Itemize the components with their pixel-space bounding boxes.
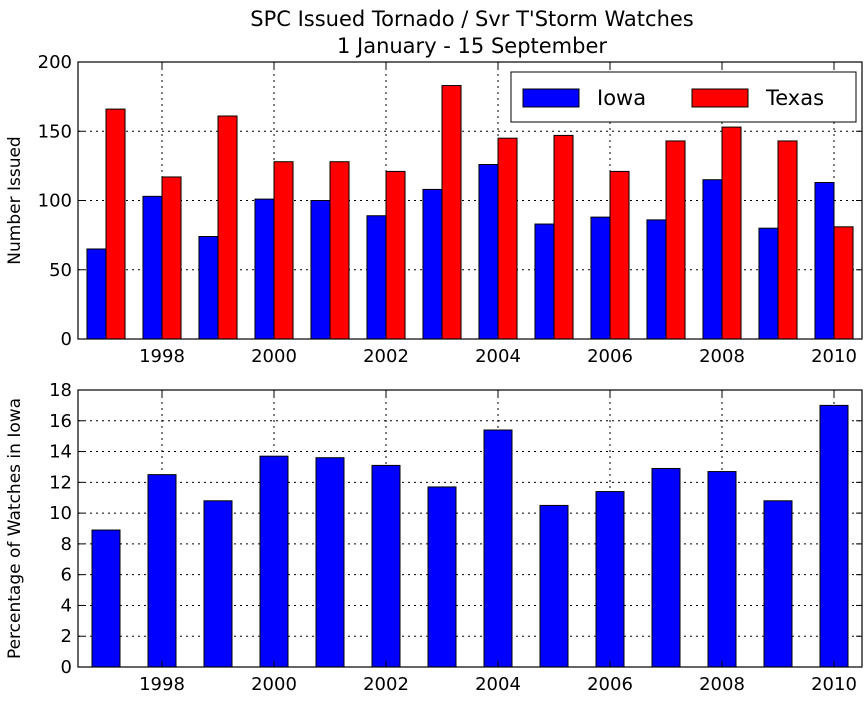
top-bar-texas-2000 — [273, 161, 294, 340]
top-ytick-label: 0 — [61, 329, 72, 350]
top-bar-iowa-1998 — [142, 195, 163, 340]
top-bar-texas-2001 — [329, 161, 350, 340]
bottom-xtick-label: 2008 — [699, 674, 745, 695]
top-chart-watches-issued: 0 50 100 150 200 1998 2000 2002 2004 2006 2008 2010… — [5, 52, 863, 367]
bottom-bar-iowa-pct-2010 — [819, 404, 849, 668]
chart-title-line1: SPC Issued Tornado / Svr T'Storm Watches — [250, 7, 694, 31]
top-xtick-label: 1998 — [139, 346, 185, 367]
top-bar-iowa-2005 — [534, 223, 555, 340]
bottom-ytick-label: 6 — [61, 565, 72, 586]
bottom-xtick-label: 2002 — [363, 674, 409, 695]
top-bar-texas-2009 — [777, 140, 798, 340]
legend-label-iowa: Iowa — [597, 86, 646, 110]
bottom-xtick-label: 2000 — [251, 674, 297, 695]
bottom-chart-iowa-percentage: 0 2 4 6 8 10 12 14 16 18 1998 2000 2002 2004 2006 2008 2… — [5, 380, 863, 695]
top-bar-iowa-2002 — [366, 215, 387, 340]
top-bar-texas-1999 — [217, 115, 238, 340]
legend-swatch-iowa — [522, 88, 580, 108]
legend: Iowa Texas — [510, 71, 857, 123]
bottom-bar-iowa-pct-1997 — [91, 529, 121, 668]
top-bar-iowa-2000 — [254, 198, 275, 340]
top-bar-iowa-2008 — [702, 179, 723, 340]
top-ylabel: Number Issued — [5, 136, 25, 264]
bottom-bar-iowa-pct-2000 — [259, 455, 289, 668]
bottom-xtick-label: 2004 — [475, 674, 521, 695]
bottom-ytick-label: 16 — [49, 411, 72, 432]
top-xtick-label: 2004 — [475, 346, 521, 367]
top-ytick-label: 50 — [49, 260, 72, 281]
bottom-ytick-label: 8 — [61, 534, 72, 555]
chart-title-line2: 1 January - 15 September — [337, 34, 607, 58]
top-bar-iowa-2003 — [422, 188, 443, 340]
top-bar-texas-2006 — [609, 170, 630, 340]
top-bar-iowa-2006 — [590, 216, 611, 340]
top-bar-texas-1997 — [105, 108, 126, 340]
top-xtick-label: 2008 — [699, 346, 745, 367]
top-ytick-label: 200 — [38, 52, 72, 73]
top-bar-iowa-2010 — [814, 181, 835, 340]
top-bar-texas-2005 — [553, 134, 574, 340]
top-bar-texas-2004 — [497, 137, 518, 340]
bottom-bar-iowa-pct-1998 — [147, 474, 177, 668]
bottom-ylabel: Percentage of Watches in Iowa — [5, 398, 25, 659]
bottom-plot-frame — [77, 389, 863, 668]
bottom-bar-iowa-pct-2003 — [427, 486, 457, 668]
bottom-xtick-label: 2006 — [587, 674, 633, 695]
top-bar-texas-2007 — [665, 140, 686, 340]
legend-swatch-texas — [691, 88, 749, 108]
bottom-ytick-label: 18 — [49, 380, 72, 401]
top-bar-iowa-1999 — [198, 236, 219, 340]
bottom-ytick-label: 2 — [61, 626, 72, 647]
top-bar-iowa-2004 — [478, 163, 499, 340]
bottom-xtick-label: 1998 — [139, 674, 185, 695]
top-xtick-label: 2002 — [363, 346, 409, 367]
top-xtick-label: 2000 — [251, 346, 297, 367]
top-bar-iowa-2007 — [646, 219, 667, 340]
top-bar-iowa-2009 — [758, 227, 779, 340]
top-bar-texas-2008 — [721, 126, 742, 340]
bottom-bar-iowa-pct-2008 — [707, 471, 737, 668]
top-ytick-label: 100 — [38, 191, 72, 212]
bottom-bar-iowa-pct-2006 — [595, 491, 625, 668]
top-xtick-label: 2006 — [587, 346, 633, 367]
bottom-bar-iowa-pct-2002 — [371, 464, 401, 668]
top-bar-iowa-1997 — [86, 248, 107, 340]
bottom-bar-iowa-pct-2001 — [315, 457, 345, 668]
top-xtick-label: 2010 — [811, 346, 857, 367]
top-bar-texas-2002 — [385, 170, 406, 340]
top-bar-texas-2003 — [441, 85, 462, 340]
top-bar-iowa-2001 — [310, 200, 331, 340]
legend-label-texas: Texas — [765, 86, 824, 110]
bottom-bar-iowa-pct-2004 — [483, 429, 513, 668]
bottom-bar-iowa-pct-2007 — [651, 467, 681, 668]
bottom-bar-iowa-pct-2009 — [763, 500, 793, 668]
top-ytick-label: 150 — [38, 121, 72, 142]
top-bar-texas-2010 — [833, 226, 854, 340]
bottom-ytick-label: 4 — [61, 595, 72, 616]
top-bar-texas-1998 — [161, 176, 182, 340]
bottom-bar-iowa-pct-1999 — [203, 500, 233, 668]
bottom-ytick-label: 10 — [49, 503, 72, 524]
bottom-xtick-label: 2010 — [811, 674, 857, 695]
bottom-ytick-label: 0 — [61, 657, 72, 678]
bottom-ytick-label: 12 — [49, 472, 72, 493]
bottom-ytick-label: 14 — [49, 442, 72, 463]
bottom-bar-iowa-pct-2005 — [539, 504, 569, 668]
